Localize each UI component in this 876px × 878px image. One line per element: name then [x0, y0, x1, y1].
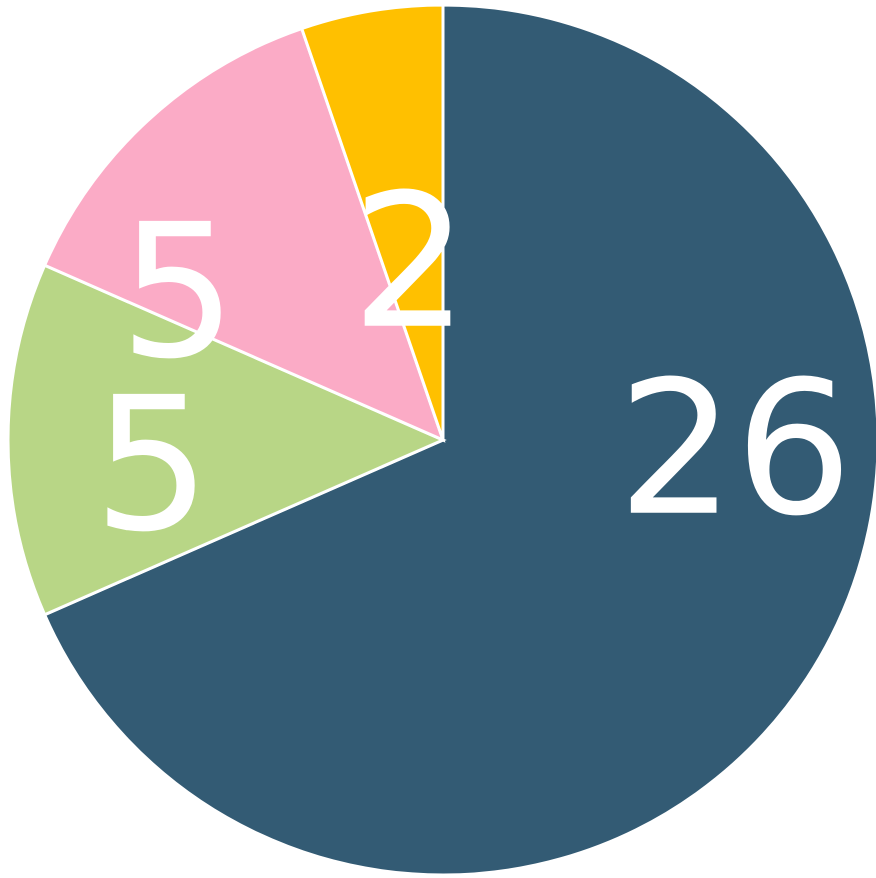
pie-slice	[6, 263, 447, 617]
data-label: 26	[617, 341, 852, 557]
pie-slice	[299, 3, 445, 441]
data-label: 5	[93, 357, 211, 573]
data-label: 5	[119, 184, 237, 400]
pie-slice	[42, 26, 446, 443]
pie-slice	[42, 3, 876, 877]
data-label: 2	[351, 154, 469, 370]
